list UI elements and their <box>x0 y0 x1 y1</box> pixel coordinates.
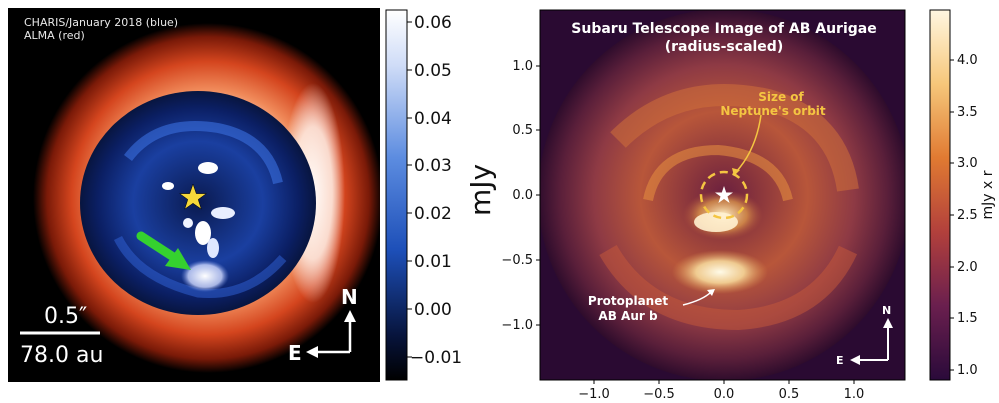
right-cb-tick-3: 2.5 <box>957 208 978 223</box>
subaru-figure: Subaru Telescope Image of AB Aurigae (ra… <box>501 9 996 402</box>
protoplanet-glow <box>672 250 768 294</box>
orbit-annotation-line2: Neptune's orbit <box>720 104 826 118</box>
compass-right-north: N <box>882 304 891 317</box>
left-cb-tick-5: 0.01 <box>414 252 452 272</box>
right-colorbar-gradient <box>929 9 951 381</box>
x-tick-0: −1.0 <box>578 387 610 402</box>
neptune-orbit-circle <box>699 170 749 220</box>
star-marker-right <box>715 186 733 203</box>
right-cb-tick-1: 3.5 <box>957 105 978 120</box>
left-cb-tick-4: 0.02 <box>414 204 452 224</box>
star-marker <box>178 183 208 210</box>
left-cb-tick-2: 0.04 <box>414 109 452 129</box>
right-colorbar-label: mJy x r <box>980 170 996 219</box>
compass-north-label: N <box>341 285 358 309</box>
scale-au: 78.0 au <box>20 343 103 368</box>
planet-annotation-line2: AB Aur b <box>598 309 658 323</box>
charis-alma-image: CHARIS/January 2018 (blue) ALMA (red) 0.… <box>8 8 380 382</box>
left-cb-tick-1: 0.05 <box>414 61 452 81</box>
compass-left: N E <box>288 285 358 365</box>
x-tick-2: 0.0 <box>714 387 735 402</box>
right-cb-tick-0: 4.0 <box>957 53 978 68</box>
left-cb-tick-3: 0.03 <box>414 156 452 176</box>
right-cb-tick-6: 1.0 <box>957 363 978 378</box>
right-title-line2: (radius-scaled) <box>665 39 783 55</box>
y-tick-4: −1.0 <box>501 318 533 333</box>
legend-alma: ALMA (red) <box>24 29 85 42</box>
compass-east-label: E <box>288 341 302 365</box>
right-cb-tick-2: 3.0 <box>957 156 978 171</box>
left-colorbar-label: mJy <box>464 164 497 216</box>
x-tick-4: 1.0 <box>844 387 865 402</box>
right-cb-tick-4: 2.0 <box>957 260 978 275</box>
y-tick-1: 0.5 <box>512 123 533 138</box>
x-tick-1: −0.5 <box>643 387 675 402</box>
orbit-annotation-line1: Size of <box>758 90 804 104</box>
green-arrow-icon <box>136 231 191 270</box>
left-cb-tick-6: 0.00 <box>414 300 452 320</box>
y-tick-3: −0.5 <box>501 253 533 268</box>
right-title-line1: Subaru Telescope Image of AB Aurigae <box>571 21 876 37</box>
left-colorbar: 0.06 0.05 0.04 0.03 0.02 0.01 0.00 −0.01… <box>385 9 497 381</box>
left-cb-tick-0: 0.06 <box>414 13 452 33</box>
y-tick-2: 0.0 <box>512 188 533 203</box>
compass-right-east: E <box>836 354 844 367</box>
compass-right <box>850 318 893 365</box>
legend-charis: CHARIS/January 2018 (blue) <box>24 16 178 29</box>
left-colorbar-gradient <box>385 9 408 381</box>
planet-annotation-line1: Protoplanet <box>588 294 668 308</box>
left-cb-tick-7: −0.01 <box>410 348 462 368</box>
right-cb-tick-5: 1.5 <box>957 311 978 326</box>
protoplanet-blob <box>181 260 229 292</box>
y-tick-0: 1.0 <box>512 59 533 74</box>
scale-arcsec: 0.5″ <box>44 304 87 329</box>
x-tick-3: 0.5 <box>779 387 800 402</box>
